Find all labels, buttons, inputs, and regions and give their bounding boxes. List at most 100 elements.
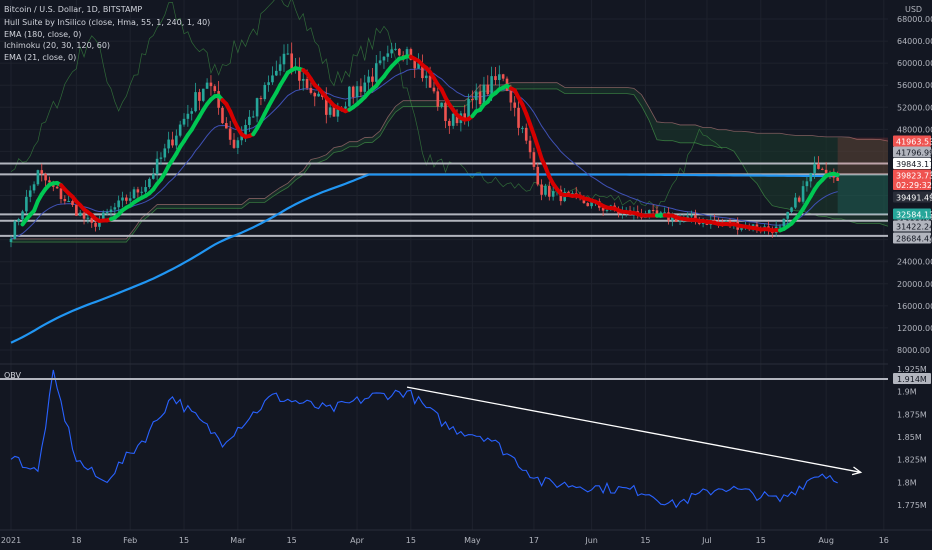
candle-body [178,124,182,136]
candle-body [267,82,270,85]
candle-body [194,92,197,112]
candle-body [517,107,520,128]
price-tag[interactable] [893,232,931,244]
candle-body [671,216,674,221]
price-tag[interactable] [893,146,931,158]
candle-body [48,180,51,183]
candle-body [371,76,374,82]
symbol-title[interactable]: Bitcoin / U.S. Dollar, 1D, BITSTAMP [4,5,142,14]
candle-body [255,98,259,117]
candle-body [228,128,232,140]
time-tick-label: Aug [818,536,834,545]
candle-body [836,177,839,181]
candle-body [232,139,236,148]
candle-body [117,200,120,208]
candle-body [832,174,836,178]
candle-body [67,201,70,203]
candle-body [148,178,151,188]
candle-body [86,217,90,219]
hull-suite-legend[interactable]: Hull Suite by InSilico (close, Hma, 55, … [4,18,210,27]
price-tag-label: 41963.53 [896,138,932,147]
candle-body [55,186,59,189]
candle-body [444,102,447,121]
candle-body [386,53,390,57]
candle-body [582,197,586,204]
candle-body [824,169,828,173]
candle-body [75,204,78,216]
price-tick-label: 60000.00 [897,59,932,68]
obv-pane-title[interactable]: OBV [4,371,22,380]
candle-body [213,86,217,92]
candle-body [313,92,317,97]
price-tag[interactable] [893,158,931,169]
price-tick-label: 64000.00 [897,37,932,46]
candle-body [471,98,474,101]
obv-axis[interactable]: 1.925M 1.9M 1.875M 1.85M 1.825M 1.8M 1.775M 1.9… [893,365,931,510]
price-tag[interactable] [893,169,931,181]
time-tick-label: 16 [879,536,889,545]
candle-body [482,84,486,105]
candle-body [159,157,163,159]
price-tick-label: 8000.00 [897,346,930,355]
candle-body [540,184,543,195]
candle-body [32,184,36,191]
obv-tick-label: 1.775M [897,501,927,510]
ichimoku-legend[interactable]: Ichimoku (20, 30, 120, 60) [4,41,110,50]
candle-body [490,76,493,95]
price-tick-label: 68000.00 [897,15,932,24]
reward-zone[interactable] [837,174,888,215]
price-tick-label: 16000.00 [897,302,932,311]
price-tag[interactable] [893,220,931,232]
candle-body [367,76,370,83]
price-tag[interactable] [893,208,931,220]
candle-body [478,91,482,105]
price-tag[interactable] [893,191,931,203]
chikou-span [10,0,723,210]
time-tick-label: May [464,536,481,545]
price-tag[interactable] [893,135,931,147]
candle-body [797,197,801,202]
candle-body [251,116,255,118]
price-tag-label: 31422.24 [896,223,932,232]
candle-body [390,49,393,54]
candle-body [217,91,220,108]
candle-body [263,84,267,100]
candle-body [421,63,424,79]
obv-tag[interactable] [893,372,931,384]
candle-body [551,191,555,197]
candle-body [690,215,693,217]
obv-tag-label: 1.914M [897,375,927,384]
trend-arrow-line[interactable] [406,386,861,473]
obv-pane [0,369,888,509]
candle-body [71,201,74,205]
obv-tick-label: 1.8M [897,478,917,487]
candle-body [817,163,820,169]
risk-zone[interactable] [837,137,888,175]
ema-21-legend[interactable]: EMA (21, close, 0) [4,53,76,62]
candle-body [474,91,478,101]
candle-body [805,181,809,187]
ema-180-legend[interactable]: EMA (180, close, 0) [4,30,81,39]
candle-body [424,75,428,79]
candle-body [428,75,432,88]
candle-body [355,86,359,98]
trend-arrow-head [851,466,863,476]
candle-body [151,174,155,179]
candle-body [44,173,47,181]
candle-body [536,166,540,185]
price-tag[interactable] [893,179,931,190]
candle-body [332,107,336,117]
time-tick-label: 15 [406,536,416,545]
price-axis[interactable]: 68000.00 64000.00 60000.00 56000.00 52000.00… [888,0,932,530]
candle-body [524,127,528,141]
candle-body [394,48,397,50]
candle-body [98,219,101,227]
time-tick-label: 15 [756,536,766,545]
obv-tick-label: 1.875M [897,410,927,419]
candle-body [305,78,309,88]
time-axis[interactable]: 2021 18 Feb 15 Mar 15 Apr 15 May 17 Jun 15 Jul 15 Aug 1… [0,529,932,545]
obv-tick-label: 1.9M [897,388,917,397]
time-tick-label: 17 [529,536,539,545]
